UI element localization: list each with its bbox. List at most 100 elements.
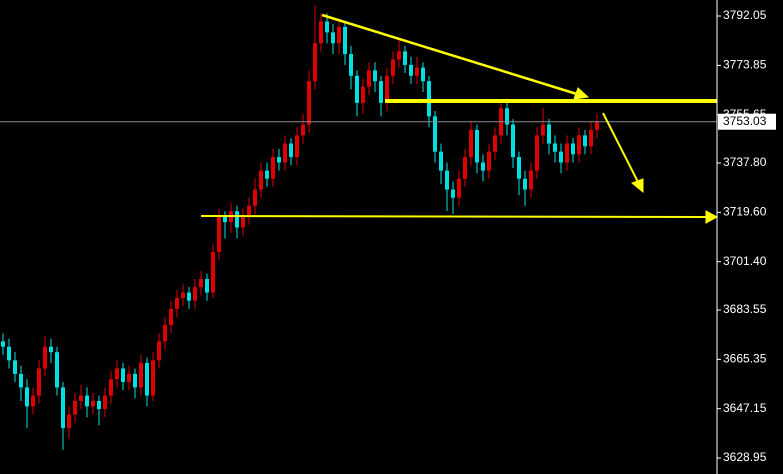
y-tick-label: 3792.05 (723, 8, 767, 22)
candle-body (49, 346, 53, 353)
y-tick-label: 3737.80 (723, 155, 767, 169)
y-tick-label: 3773.85 (723, 57, 767, 71)
candle-body (313, 43, 317, 82)
candle-body (283, 143, 287, 163)
candle-body (457, 178, 461, 198)
candle-body (169, 308, 173, 326)
candle-body (337, 26, 341, 44)
projection-line (602, 112, 640, 185)
candle-body (19, 373, 23, 388)
candle-body (235, 211, 239, 228)
candle-body (241, 216, 245, 228)
candle-body (79, 395, 83, 401)
candle-body (355, 75, 359, 103)
candle-body (97, 400, 101, 410)
candle-body (463, 157, 467, 179)
candle-body (7, 346, 11, 361)
candle-body (217, 216, 221, 252)
candle-body (193, 287, 197, 301)
candle-body (247, 205, 251, 217)
candle-body (109, 379, 113, 396)
candle-body (139, 363, 143, 388)
candle-body (385, 75, 389, 103)
y-tick-label: 3628.95 (723, 450, 767, 464)
candle-body (157, 341, 161, 361)
candle-body (343, 26, 347, 55)
candle-body (73, 400, 77, 415)
candle-body (559, 151, 563, 163)
candle-body (427, 81, 431, 117)
support-line (200, 215, 709, 218)
candle-body (505, 108, 509, 125)
candle-body (595, 121, 599, 130)
candle-body (277, 157, 281, 163)
candle-body (295, 135, 299, 158)
candle-body (397, 51, 401, 60)
candle-body (511, 124, 515, 158)
candle-body (403, 51, 407, 65)
last-price-box (718, 113, 776, 130)
candle-body (127, 373, 131, 382)
candle-body (181, 292, 185, 298)
candle-body (67, 414, 71, 429)
candle-body (553, 143, 557, 152)
candle-body (13, 360, 17, 374)
candle-body (253, 189, 257, 206)
candle-body (415, 67, 419, 76)
candle-body (523, 178, 527, 190)
candle-body (223, 216, 227, 223)
candle-body (391, 59, 395, 76)
candle-body (25, 387, 29, 407)
candle-body (373, 70, 377, 82)
candle-body (409, 64, 413, 76)
candle-body (121, 368, 125, 382)
candle-body (475, 129, 479, 163)
candle-body (571, 143, 575, 155)
candle-body (421, 67, 425, 82)
candle-body (517, 157, 521, 179)
candle-body (265, 170, 269, 179)
y-tick-label: 3701.40 (723, 254, 767, 268)
candle-body (289, 143, 293, 158)
arrow-head (631, 178, 644, 194)
candle-body (547, 124, 551, 144)
trend-line (321, 13, 581, 97)
candle-body (361, 86, 365, 103)
candle-body (583, 135, 587, 147)
arrow-head (705, 210, 719, 224)
candle-body (439, 151, 443, 171)
candle-body (487, 151, 491, 171)
candle-body (163, 325, 167, 342)
candle-body (259, 170, 263, 190)
candle-body (589, 129, 593, 147)
candle-body (115, 368, 119, 380)
y-tick-label: 3665.35 (723, 352, 767, 366)
y-tick-label: 3683.55 (723, 302, 767, 316)
candle-body (103, 395, 107, 410)
candle-body (91, 400, 95, 407)
candle-body (31, 395, 35, 407)
last-price-label: 3753.03 (723, 114, 767, 128)
candle-body (367, 70, 371, 87)
candle-body (37, 368, 41, 396)
candle-body (199, 279, 203, 288)
candle-body (205, 279, 209, 293)
plot-area (0, 5, 717, 450)
candle-body (451, 189, 455, 198)
candle-body (577, 135, 581, 155)
candle-body (145, 363, 149, 396)
y-tick-label: 3719.60 (723, 205, 767, 219)
candle-body (307, 81, 311, 125)
candle-body (187, 292, 191, 301)
candle-body (433, 116, 437, 152)
candle-body (469, 129, 473, 158)
candle-body (379, 81, 383, 103)
candle-body (175, 297, 179, 309)
candle-body (493, 135, 497, 152)
candle-body (211, 251, 215, 293)
candle-body (349, 54, 353, 76)
candle-body (271, 157, 275, 179)
candle-body (565, 143, 569, 163)
